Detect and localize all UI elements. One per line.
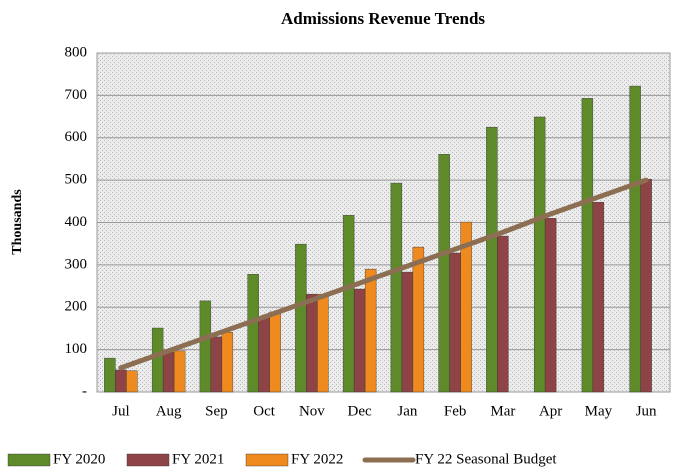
- legend-label: FY 2021: [172, 451, 224, 467]
- bar: [581, 98, 594, 393]
- legend-label: FY 2022: [291, 451, 343, 467]
- bar: [210, 336, 223, 393]
- bar: [449, 252, 461, 393]
- x-tick-label: Jun: [636, 403, 657, 419]
- y-tick-label: 300: [65, 256, 88, 272]
- bar: [533, 116, 546, 393]
- y-tick-label: 700: [65, 87, 88, 103]
- bar: [295, 243, 307, 393]
- bar: [151, 327, 164, 393]
- bar: [173, 350, 186, 393]
- bar: [342, 215, 355, 393]
- x-tick-label: Aug: [156, 403, 182, 419]
- legend-label: FY 22 Seasonal Budget: [415, 451, 557, 467]
- x-tick-label: Nov: [299, 403, 325, 419]
- bar: [221, 332, 234, 393]
- y-tick-label: 800: [65, 44, 88, 60]
- x-tick-label: Jan: [397, 403, 417, 419]
- budget-line: [118, 177, 649, 371]
- bar: [104, 357, 116, 393]
- legend-swatch: [7, 453, 51, 467]
- bar: [317, 293, 329, 393]
- y-tick-label: 600: [65, 129, 88, 145]
- bar: [544, 218, 557, 393]
- bar: [306, 293, 318, 393]
- x-tick-label: Mar: [490, 403, 515, 419]
- bar: [460, 221, 472, 393]
- bar: [592, 201, 605, 393]
- legend-label: FY 2020: [53, 451, 105, 467]
- bar: [353, 288, 366, 393]
- y-axis-label: Thousands: [10, 189, 25, 255]
- x-tick-label: Jul: [112, 403, 130, 419]
- x-tick-label: May: [585, 403, 613, 419]
- bar: [364, 268, 377, 393]
- x-tick-label: Feb: [444, 403, 467, 419]
- bar: [269, 311, 281, 393]
- bar: [390, 182, 403, 393]
- bar: [247, 273, 259, 393]
- y-tick-label: 100: [65, 341, 88, 357]
- bar: [401, 271, 414, 393]
- chart-title: Admissions Revenue Trends: [281, 9, 485, 28]
- bar: [640, 179, 652, 393]
- bar: [115, 369, 127, 393]
- bar: [629, 85, 641, 393]
- y-tick-label: 500: [65, 172, 88, 188]
- bar: [497, 235, 509, 393]
- bar: [199, 300, 212, 393]
- bar: [438, 154, 450, 393]
- x-tick-label: Sep: [205, 403, 228, 419]
- y-tick-label: 400: [65, 214, 88, 230]
- legend-swatch: [126, 453, 170, 467]
- legend-swatch: [245, 453, 289, 467]
- y-tick-label: -: [82, 383, 87, 399]
- bar: [412, 246, 425, 393]
- bar: [258, 316, 270, 393]
- x-tick-label: Dec: [348, 403, 372, 419]
- bar: [486, 126, 498, 393]
- x-tick-label: Oct: [253, 403, 275, 419]
- y-tick-label: 200: [65, 299, 88, 315]
- x-tick-label: Apr: [539, 403, 562, 419]
- bar: [162, 351, 175, 393]
- bar: [126, 370, 138, 393]
